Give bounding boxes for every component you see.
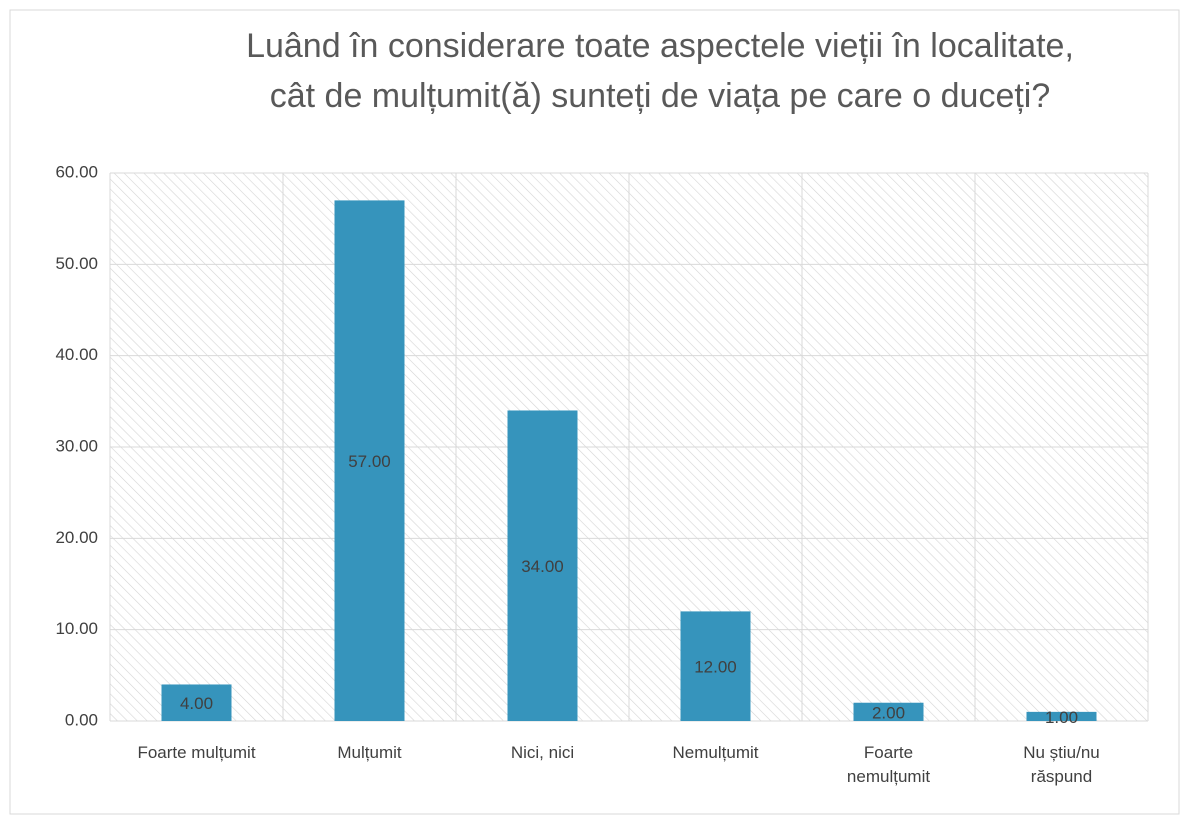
y-tick-label: 60.00 <box>55 162 98 181</box>
y-tick-label: 40.00 <box>55 345 98 364</box>
y-tick-label: 0.00 <box>65 710 98 729</box>
data-label: 34.00 <box>521 557 564 576</box>
y-tick-label: 50.00 <box>55 254 98 273</box>
data-label: 2.00 <box>872 703 905 722</box>
x-tick-label: Nici, nici <box>510 743 575 762</box>
data-label: 12.00 <box>694 658 737 677</box>
chart-title: Luând în considerare toate aspectele vie… <box>246 27 1074 65</box>
bar <box>161 684 232 721</box>
bar <box>680 611 751 721</box>
x-tick-label: Nu știu/nu răspund <box>1023 743 1100 786</box>
y-tick-label: 20.00 <box>55 528 98 547</box>
x-tick-label: Foarte nemulțumit <box>846 743 931 786</box>
data-label: 4.00 <box>180 694 213 713</box>
x-tick-label: Mulțumit <box>337 743 402 762</box>
x-tick-label: Nemulțumit <box>672 743 759 762</box>
chart-title: cât de mulțumit(ă) sunteți de viața pe c… <box>270 77 1051 115</box>
bar <box>334 200 405 721</box>
y-tick-label: 10.00 <box>55 619 98 638</box>
x-tick-label: Foarte mulțumit <box>137 743 256 762</box>
bar <box>1026 711 1097 721</box>
bar <box>853 702 924 721</box>
data-label: 57.00 <box>348 452 391 471</box>
y-tick-label: 30.00 <box>55 436 98 455</box>
data-label: 1.00 <box>1045 708 1078 727</box>
bar <box>507 410 578 721</box>
